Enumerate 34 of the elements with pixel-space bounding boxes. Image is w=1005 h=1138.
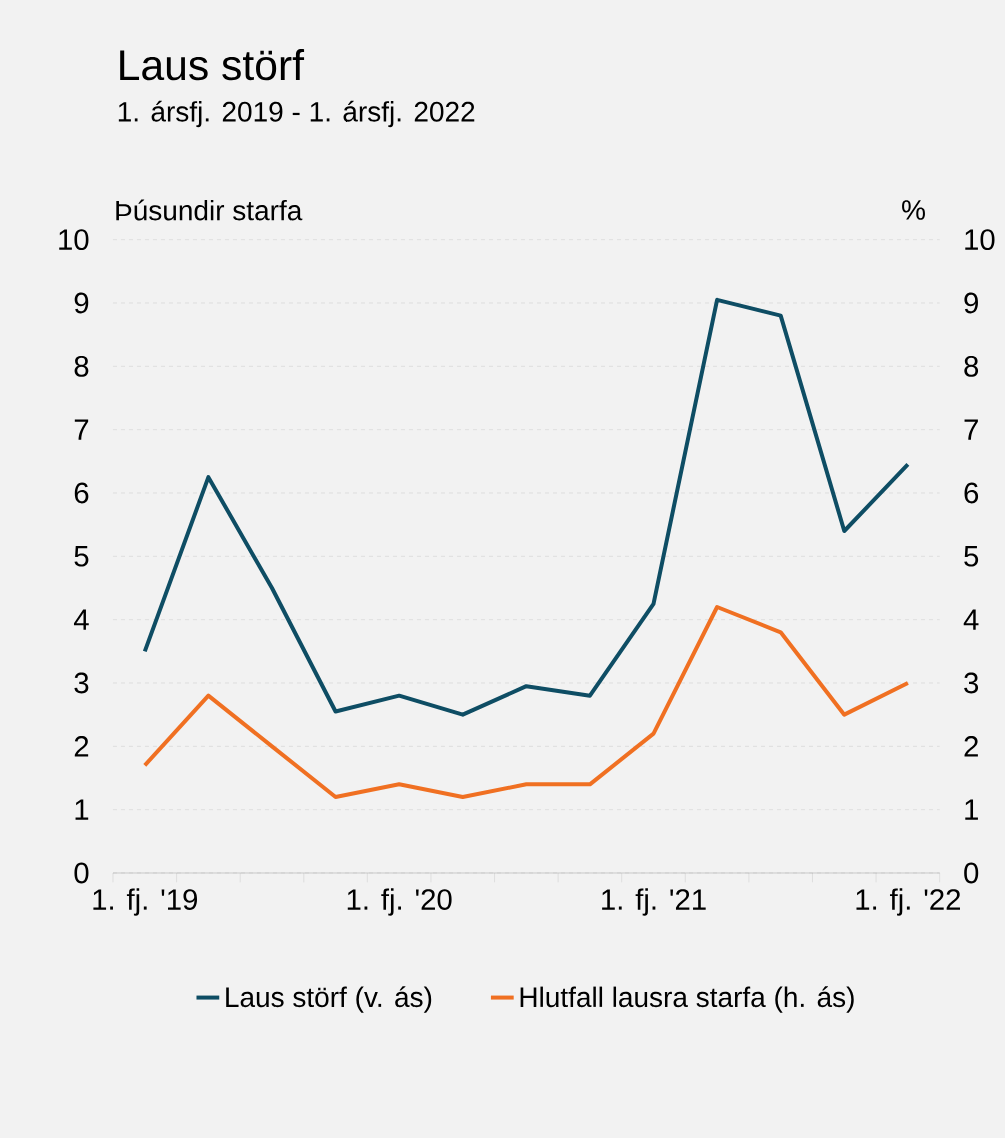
chart-subtitle: 1. ársfj. 2019 - 1. ársfj. 2022 bbox=[118, 100, 475, 128]
y-tick-label: 4 bbox=[73, 609, 89, 630]
y2-tick-label: 6 bbox=[964, 482, 979, 504]
x-tick-label: 1. fj. '19 bbox=[93, 888, 198, 916]
y-tick-label: 1 bbox=[75, 799, 89, 820]
line-series bbox=[142, 604, 910, 799]
y-tick-label: 9 bbox=[74, 292, 89, 314]
y2-tick-label: 2 bbox=[964, 736, 978, 757]
x-tick-label: 1. fj. '21 bbox=[602, 888, 706, 916]
y2-tick-label: 8 bbox=[964, 355, 979, 377]
y2-axis-title: % bbox=[902, 200, 925, 220]
y-tick-label: 5 bbox=[74, 546, 89, 567]
y-tick-label: 8 bbox=[74, 355, 89, 377]
y2-tick-label: 9 bbox=[964, 292, 978, 314]
x-tick-label: 1. fj. '22 bbox=[856, 888, 960, 916]
y2-tick-label: 4 bbox=[963, 609, 979, 630]
y2-tick-label: 1 bbox=[965, 799, 978, 820]
x-tick-label: 1. fj. '20 bbox=[347, 888, 452, 916]
legend-label: Laus störf (v. ás) bbox=[226, 986, 432, 1013]
y2-tick-label: 10 bbox=[965, 229, 995, 251]
y-tick-label: 2 bbox=[74, 736, 89, 757]
y-tick-label: 3 bbox=[74, 672, 89, 694]
y2-tick-label: 0 bbox=[964, 862, 979, 884]
y2-tick-label: 7 bbox=[964, 419, 978, 440]
chart-title: Laus störf bbox=[120, 49, 305, 81]
y-axis-title: Þúsundir starfa bbox=[116, 199, 303, 221]
legend-label: Hlutfall lausra starfa (h. ás) bbox=[520, 986, 854, 1013]
y-tick-label: 6 bbox=[74, 482, 89, 504]
y-tick-label: 7 bbox=[74, 419, 89, 440]
y-tick-label: 10 bbox=[59, 229, 89, 251]
line-series bbox=[142, 297, 910, 717]
y2-tick-label: 3 bbox=[964, 672, 979, 694]
y2-tick-label: 5 bbox=[964, 546, 979, 567]
y-tick-label: 0 bbox=[74, 862, 89, 884]
